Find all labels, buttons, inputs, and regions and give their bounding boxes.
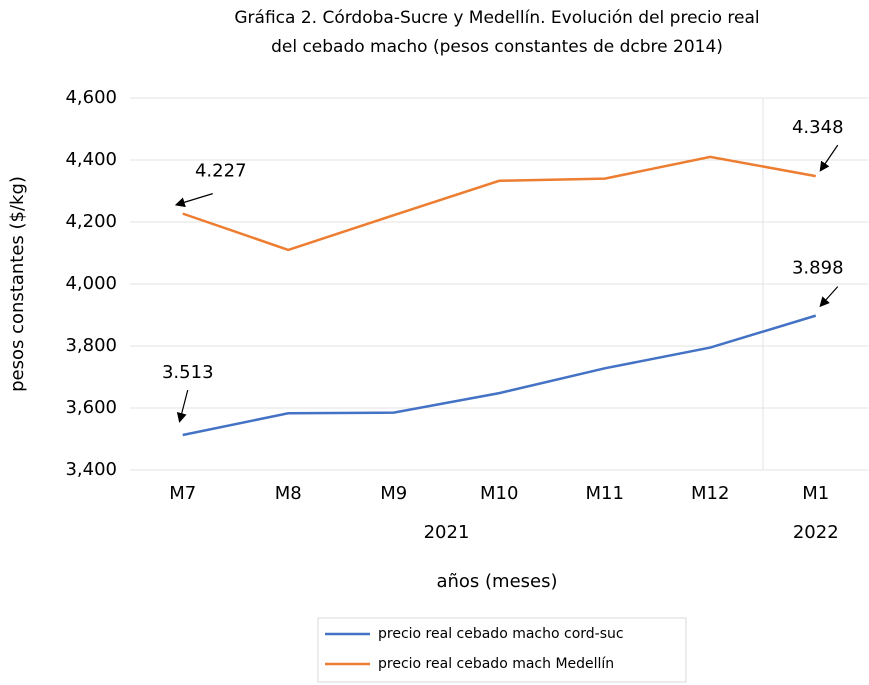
y-tick-label: 4,600 [65, 87, 117, 108]
y-axis-label: pesos constantes ($/kg) [7, 176, 28, 392]
y-tick-label: 3,800 [65, 335, 117, 356]
x-tick-label: M7 [169, 483, 196, 504]
y-tick-label: 3,600 [65, 397, 117, 418]
x-group-label: 2021 [424, 522, 470, 543]
legend-box [317, 617, 687, 683]
data-label: 4.348 [792, 117, 844, 138]
x-axis-label: años (meses) [436, 571, 557, 592]
data-label: 4.227 [195, 161, 247, 182]
legend-label: precio real cebado macho cord-suc [378, 626, 624, 642]
data-label: 3.898 [792, 258, 844, 279]
annotation-arrow [819, 286, 839, 308]
legend-label: precio real cebado mach Medellín [378, 656, 614, 672]
chart-title: Gráfica 2. Córdoba-Sucre y Medellín. Evo… [234, 8, 759, 28]
x-group-label: 2022 [793, 522, 839, 543]
chart-title: del cebado macho (pesos constantes de dc… [271, 37, 723, 57]
x-tick-label: M12 [691, 483, 729, 504]
annotation-arrow [174, 193, 213, 208]
y-tick-label: 4,000 [65, 273, 117, 294]
annotation-arrow [819, 144, 839, 172]
x-tick-label: M10 [480, 483, 518, 504]
x-tick-label: M8 [275, 483, 302, 504]
y-tick-label: 4,400 [65, 149, 117, 170]
x-tick-label: M1 [802, 483, 829, 504]
y-tick-label: 3,400 [65, 459, 117, 480]
data-line [182, 314, 817, 437]
y-tick-label: 4,200 [65, 211, 117, 232]
data-label: 3.513 [162, 362, 214, 383]
data-line [182, 155, 816, 252]
x-tick-label: M9 [380, 483, 407, 504]
annotation-arrow [176, 389, 189, 423]
x-tick-label: M11 [586, 483, 624, 504]
